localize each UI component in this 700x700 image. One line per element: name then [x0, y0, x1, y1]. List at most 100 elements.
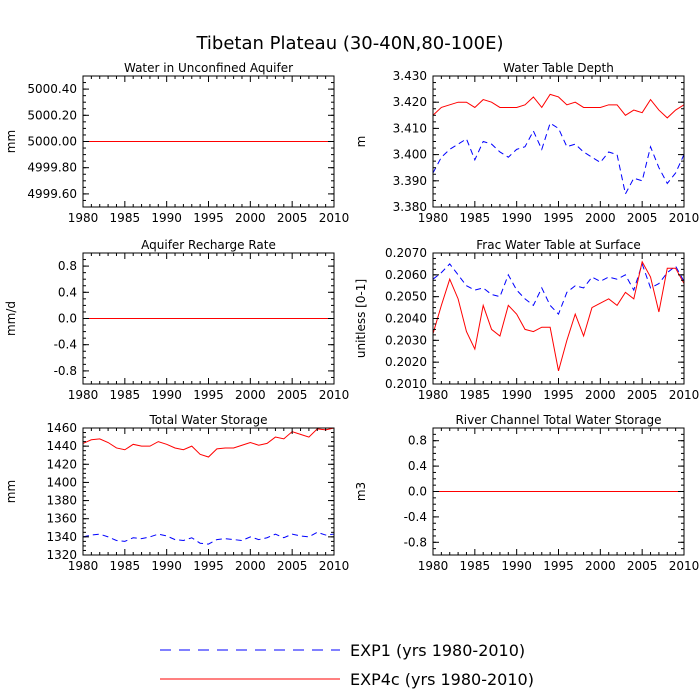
- y-axis-label: mm: [4, 130, 18, 153]
- x-tick-label: 2000: [585, 388, 616, 402]
- y-tick-label: 5000.20: [27, 108, 77, 122]
- legend-label-exp4c: EXP4c (yrs 1980-2010): [350, 670, 534, 689]
- plot-frame: [433, 253, 684, 384]
- y-tick-label: 3.410: [393, 121, 427, 135]
- y-tick-label: -0.8: [54, 364, 77, 378]
- plot-frame: [433, 76, 684, 207]
- figure-title: Tibetan Plateau (30-40N,80-100E): [195, 33, 503, 54]
- x-tick-label: 2010: [669, 211, 700, 225]
- figure: Tibetan Plateau (30-40N,80-100E) Water i…: [0, 0, 700, 700]
- x-tick-label: 1995: [543, 559, 574, 573]
- x-tick-label: 1990: [501, 559, 532, 573]
- panel-2: Water Table Depth m 1980 1985 1990 1995 2000 20…: [354, 61, 699, 225]
- panel-title: Water Table Depth: [503, 61, 614, 75]
- x-tick-label: 1980: [68, 388, 99, 402]
- y-tick-label: 0.8: [58, 259, 77, 273]
- x-tick-label: 2000: [235, 559, 266, 573]
- x-tick-label: 2010: [669, 388, 700, 402]
- series-line-exp1: [433, 123, 684, 194]
- x-tick-label: 2010: [319, 211, 350, 225]
- x-tick-label: 2010: [319, 388, 350, 402]
- y-tick-label: 1360: [46, 512, 77, 526]
- series-line-exp4c: [433, 262, 684, 371]
- panel-3: Aquifer Recharge Rate mm/d 1980 1985 1990 199…: [4, 238, 349, 402]
- y-tick-label: 1380: [46, 494, 77, 508]
- x-tick-label: 1985: [460, 388, 491, 402]
- x-tick-label: 1985: [460, 559, 491, 573]
- y-axis-label: m3: [354, 482, 368, 501]
- x-tick-label: 1995: [543, 388, 574, 402]
- y-tick-label: -0.4: [54, 338, 77, 352]
- x-tick-label: 2000: [585, 211, 616, 225]
- y-tick-label: 0.0: [408, 485, 427, 499]
- series-line-exp4c: [433, 94, 684, 118]
- plot-frame: [83, 428, 334, 555]
- y-tick-label: 1320: [46, 548, 77, 562]
- figure-canvas: Tibetan Plateau (30-40N,80-100E) Water i…: [0, 0, 700, 700]
- y-tick-label: 0.2010: [385, 377, 427, 391]
- x-tick-label: 1990: [151, 559, 182, 573]
- y-tick-label: 1460: [46, 421, 77, 435]
- y-tick-label: 1400: [46, 475, 77, 489]
- y-tick-label: 0.2060: [385, 268, 427, 282]
- x-tick-label: 1985: [110, 388, 141, 402]
- y-tick-label: 0.4: [408, 459, 427, 473]
- x-tick-label: 2005: [627, 559, 658, 573]
- panel-6: River Channel Total Water Storagem31980 1…: [354, 413, 699, 573]
- panel-title: Aquifer Recharge Rate: [141, 238, 276, 252]
- x-tick-label: 2005: [277, 211, 308, 225]
- x-tick-label: 1990: [151, 388, 182, 402]
- y-tick-label: 5000.00: [27, 135, 77, 149]
- y-axis-label: mm: [4, 480, 18, 503]
- panel-5: Total Water Storage mm 1980 1985 1990 1995 200…: [4, 413, 349, 573]
- y-tick-label: 4999.80: [27, 161, 77, 175]
- legend: EXP1 (yrs 1980-2010) EXP4c (yrs 1980-2010…: [160, 641, 534, 689]
- panel-4: Frac Water Table at Surface unitless [0-1…: [354, 238, 699, 402]
- panel-title: Water in Unconfined Aquifer: [124, 61, 293, 75]
- x-tick-label: 2000: [235, 388, 266, 402]
- panel-title: Frac Water Table at Surface: [476, 238, 640, 252]
- y-axis-label: m: [354, 136, 368, 148]
- y-tick-label: 5000.40: [27, 82, 77, 96]
- y-tick-label: 0.2050: [385, 290, 427, 304]
- y-tick-label: -0.4: [404, 510, 427, 524]
- y-tick-label: 0.4: [58, 285, 77, 299]
- x-tick-label: 2005: [627, 388, 658, 402]
- x-tick-label: 1990: [501, 211, 532, 225]
- x-tick-label: 1985: [110, 559, 141, 573]
- x-tick-label: 2005: [277, 559, 308, 573]
- x-tick-label: 1980: [68, 211, 99, 225]
- panel-1: Water in Unconfined Aquifer mm 1980 1985 199…: [4, 61, 349, 225]
- y-tick-label: 3.390: [393, 174, 427, 188]
- x-tick-label: 1995: [193, 211, 224, 225]
- x-tick-label: 2000: [235, 211, 266, 225]
- y-tick-label: 0.2040: [385, 312, 427, 326]
- panel-title: River Channel Total Water Storage: [455, 413, 661, 427]
- legend-label-exp1: EXP1 (yrs 1980-2010): [350, 641, 525, 660]
- x-tick-label: 1990: [501, 388, 532, 402]
- x-tick-label: 2010: [319, 559, 350, 573]
- x-tick-label: 1995: [543, 211, 574, 225]
- y-tick-label: 0.0: [58, 312, 77, 326]
- x-tick-label: 1985: [460, 211, 491, 225]
- y-tick-label: 3.400: [393, 148, 427, 162]
- panel-title: Total Water Storage: [148, 413, 267, 427]
- y-tick-label: -0.8: [404, 535, 427, 549]
- y-tick-label: 0.8: [408, 434, 427, 448]
- y-tick-label: 1440: [46, 439, 77, 453]
- y-tick-label: 3.380: [393, 200, 427, 214]
- y-tick-label: 3.430: [393, 69, 427, 83]
- series-line-exp1: [83, 532, 334, 544]
- x-tick-label: 2005: [627, 211, 658, 225]
- y-tick-label: 1420: [46, 457, 77, 471]
- x-tick-label: 2005: [277, 388, 308, 402]
- x-tick-label: 1995: [193, 559, 224, 573]
- y-axis-label: mm/d: [4, 301, 18, 336]
- y-axis-label: unitless [0-1]: [354, 279, 368, 358]
- series-line-exp1: [433, 264, 684, 314]
- y-tick-label: 3.420: [393, 95, 427, 109]
- x-tick-label: 1985: [110, 211, 141, 225]
- x-tick-label: 2000: [585, 559, 616, 573]
- x-tick-label: 2010: [669, 559, 700, 573]
- y-tick-label: 0.2020: [385, 355, 427, 369]
